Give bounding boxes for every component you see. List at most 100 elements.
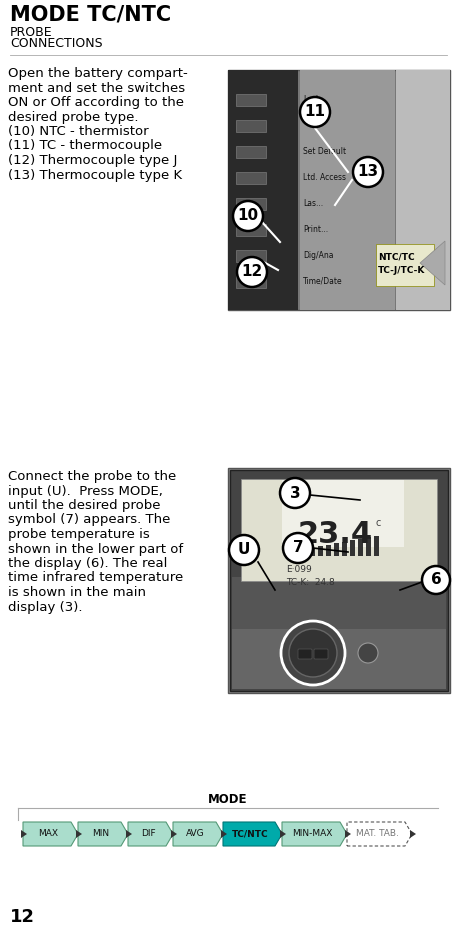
Text: PROBE: PROBE: [10, 26, 53, 39]
Text: is shown in the main: is shown in the main: [8, 586, 146, 599]
FancyBboxPatch shape: [232, 577, 446, 689]
Text: 6: 6: [430, 572, 441, 587]
Polygon shape: [345, 830, 351, 838]
Polygon shape: [282, 822, 347, 846]
Circle shape: [353, 157, 383, 187]
Text: c: c: [376, 518, 382, 528]
Text: E·099: E·099: [286, 565, 312, 574]
FancyBboxPatch shape: [302, 549, 307, 556]
Text: 23.4: 23.4: [298, 520, 373, 549]
Text: time infrared temperature: time infrared temperature: [8, 571, 183, 584]
Text: probe temperature is: probe temperature is: [8, 528, 150, 541]
Text: Connect the probe to the: Connect the probe to the: [8, 470, 176, 483]
FancyBboxPatch shape: [310, 547, 315, 556]
Text: 12: 12: [241, 265, 263, 280]
Text: symbol (7) appears. The: symbol (7) appears. The: [8, 514, 170, 527]
Text: the display (6). The real: the display (6). The real: [8, 557, 167, 570]
Polygon shape: [420, 241, 445, 285]
Text: U: U: [238, 542, 250, 557]
Text: 13: 13: [357, 165, 378, 180]
FancyBboxPatch shape: [236, 250, 266, 262]
Polygon shape: [76, 830, 82, 838]
FancyBboxPatch shape: [228, 70, 450, 310]
Text: MAX: MAX: [38, 829, 58, 839]
Circle shape: [237, 257, 267, 287]
Text: Dig/Ana: Dig/Ana: [303, 251, 334, 260]
Text: NTC/TC: NTC/TC: [378, 252, 414, 261]
FancyBboxPatch shape: [236, 120, 266, 132]
Text: (13) Thermocouple type K: (13) Thermocouple type K: [8, 169, 182, 182]
FancyBboxPatch shape: [241, 479, 437, 581]
Polygon shape: [128, 822, 173, 846]
Text: MODE: MODE: [208, 793, 248, 806]
Circle shape: [280, 478, 310, 508]
Polygon shape: [171, 830, 177, 838]
Polygon shape: [23, 822, 78, 846]
Text: desired probe type.: desired probe type.: [8, 111, 138, 124]
Text: Lock: Lock: [303, 95, 320, 104]
Text: Ltd. Access: Ltd. Access: [303, 173, 346, 182]
FancyBboxPatch shape: [236, 146, 266, 158]
Text: MIN-MAX: MIN-MAX: [292, 829, 332, 839]
FancyBboxPatch shape: [376, 244, 434, 286]
Circle shape: [422, 566, 450, 594]
FancyBboxPatch shape: [298, 649, 312, 659]
Text: until the desired probe: until the desired probe: [8, 499, 160, 512]
Text: display (3).: display (3).: [8, 600, 83, 613]
Circle shape: [300, 97, 330, 127]
FancyBboxPatch shape: [294, 551, 299, 556]
Polygon shape: [280, 830, 286, 838]
Text: 10: 10: [238, 209, 259, 224]
Text: AVG: AVG: [186, 829, 205, 839]
FancyBboxPatch shape: [236, 94, 266, 106]
Text: MIN: MIN: [92, 829, 109, 839]
Text: Time/Date: Time/Date: [303, 277, 343, 286]
Circle shape: [289, 629, 337, 677]
FancyBboxPatch shape: [358, 539, 363, 556]
Text: shown in the lower part of: shown in the lower part of: [8, 542, 183, 555]
FancyBboxPatch shape: [236, 224, 266, 236]
Text: CONNECTIONS: CONNECTIONS: [10, 37, 103, 50]
FancyBboxPatch shape: [334, 543, 339, 556]
Polygon shape: [126, 830, 132, 838]
FancyBboxPatch shape: [230, 470, 448, 691]
FancyBboxPatch shape: [236, 198, 266, 210]
Polygon shape: [173, 822, 223, 846]
FancyBboxPatch shape: [236, 172, 266, 184]
Text: (10) NTC - thermistor: (10) NTC - thermistor: [8, 125, 149, 138]
Circle shape: [283, 533, 313, 563]
Polygon shape: [21, 830, 27, 838]
Polygon shape: [410, 830, 416, 838]
Polygon shape: [78, 822, 128, 846]
Text: TC/NTC: TC/NTC: [232, 829, 268, 839]
FancyBboxPatch shape: [236, 276, 266, 288]
FancyBboxPatch shape: [286, 552, 291, 556]
FancyBboxPatch shape: [228, 70, 298, 310]
Text: MODE TC/NTC: MODE TC/NTC: [10, 4, 171, 24]
Text: (11) TC - thermocouple: (11) TC - thermocouple: [8, 140, 162, 153]
Text: Print...: Print...: [303, 225, 328, 234]
Text: Las...: Las...: [303, 199, 323, 208]
Circle shape: [229, 535, 259, 565]
FancyBboxPatch shape: [232, 629, 446, 689]
FancyBboxPatch shape: [374, 536, 379, 556]
FancyBboxPatch shape: [314, 649, 328, 659]
Text: 7: 7: [292, 541, 303, 555]
FancyBboxPatch shape: [228, 468, 450, 693]
FancyBboxPatch shape: [326, 544, 331, 556]
Polygon shape: [221, 830, 227, 838]
Text: (12) Thermocouple type J: (12) Thermocouple type J: [8, 154, 177, 167]
FancyBboxPatch shape: [300, 70, 395, 310]
Text: TC-K:  24.8: TC-K: 24.8: [286, 578, 335, 587]
FancyBboxPatch shape: [396, 70, 450, 310]
Text: Open the battery compart-: Open the battery compart-: [8, 67, 188, 80]
Polygon shape: [223, 822, 282, 846]
FancyBboxPatch shape: [342, 541, 347, 556]
Text: input (U).  Press MODE,: input (U). Press MODE,: [8, 485, 163, 498]
FancyBboxPatch shape: [366, 537, 371, 556]
Polygon shape: [347, 822, 412, 846]
FancyBboxPatch shape: [318, 546, 323, 556]
Text: MAT. TAB.: MAT. TAB.: [356, 829, 399, 839]
FancyBboxPatch shape: [282, 480, 404, 547]
Text: ON or Off according to the: ON or Off according to the: [8, 96, 184, 109]
